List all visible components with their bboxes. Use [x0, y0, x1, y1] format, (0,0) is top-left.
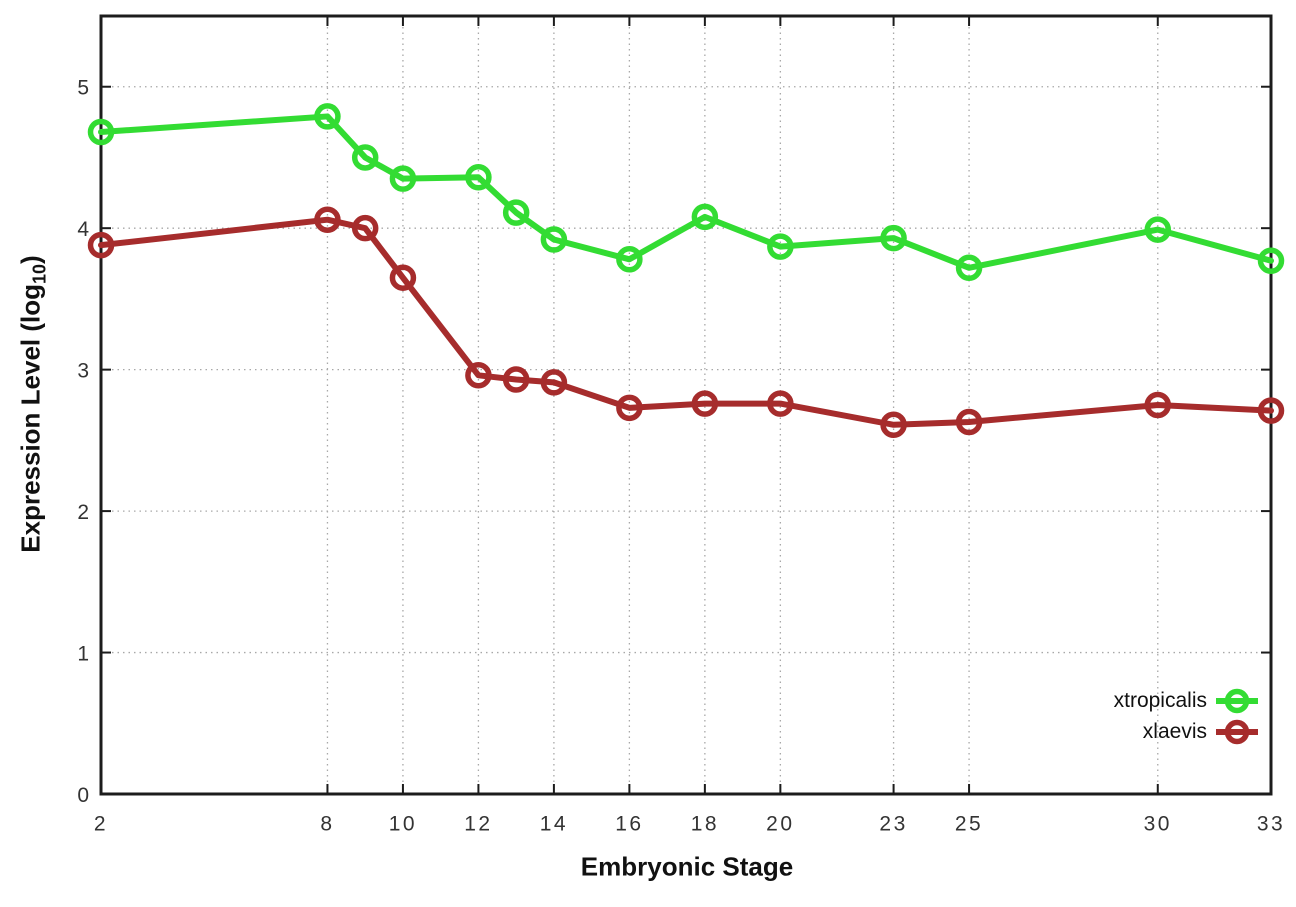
legend: xtropicalis xlaevis — [1114, 685, 1258, 747]
x-tick-label-23: 23 — [879, 812, 907, 835]
data-point-xlaevis-stage-12 — [465, 362, 492, 389]
x-tick-label-33: 33 — [1257, 812, 1285, 835]
data-point-xlaevis-stage-16 — [616, 394, 643, 422]
y-axis-title-subscript: 10 — [29, 263, 50, 284]
series-line-xtropicalis — [98, 113, 1274, 271]
data-point-xlaevis-stage-8 — [314, 206, 341, 233]
legend-label-xlaevis: xlaevis — [1142, 719, 1207, 743]
x-tick-label-18: 18 — [691, 812, 719, 835]
y-tick-label-4: 4 — [77, 218, 89, 241]
data-point-xlaevis-stage-25 — [955, 408, 983, 436]
data-point-xlaevis-stage-33 — [1257, 397, 1285, 424]
data-point-xtropicalis-stage-8 — [314, 103, 341, 130]
y-tick-label-0: 0 — [77, 784, 89, 807]
x-tick-label-10: 10 — [389, 812, 417, 835]
data-point-xtropicalis-stage-2 — [87, 118, 115, 146]
y-tick-label-3: 3 — [77, 360, 89, 383]
y-axis-title-close: ) — [15, 255, 46, 264]
legend-label-xtropicalis: xtropicalis — [1113, 688, 1207, 712]
y-tick-label-5: 5 — [77, 77, 89, 100]
data-point-xtropicalis-stage-25 — [955, 254, 983, 282]
x-tick-label-20: 20 — [766, 812, 794, 835]
x-tick-label-2: 2 — [94, 812, 108, 835]
series-line-xlaevis — [98, 216, 1274, 428]
y-tick-label-2: 2 — [77, 501, 89, 524]
data-point-xtropicalis-stage-16 — [616, 246, 643, 273]
x-tick-label-14: 14 — [540, 812, 568, 835]
data-point-xtropicalis-stage-9 — [351, 144, 379, 171]
plot-border — [99, 14, 1273, 796]
data-point-xlaevis-stage-14 — [540, 369, 568, 396]
data-point-xtropicalis-stage-14 — [540, 226, 568, 253]
data-point-xtropicalis-stage-18 — [691, 203, 719, 231]
data-point-xtropicalis-stage-20 — [767, 233, 794, 260]
data-point-xtropicalis-stage-13 — [502, 199, 530, 226]
y-axis-title-main: Expression Level (log — [15, 283, 46, 553]
data-point-xtropicalis-stage-33 — [1257, 247, 1285, 274]
x-axis-title: Embryonic Stage — [580, 851, 794, 882]
data-point-xtropicalis-stage-10 — [389, 165, 417, 192]
data-point-xlaevis-stage-2 — [87, 231, 115, 259]
data-point-xtropicalis-stage-12 — [465, 164, 492, 191]
x-tick-label-25: 25 — [955, 812, 983, 835]
legend-marker-xtropicalis-icon — [1216, 688, 1258, 713]
data-point-xtropicalis-stage-30 — [1144, 216, 1172, 243]
data-point-xlaevis-stage-13 — [502, 366, 530, 393]
data-point-xlaevis-stage-18 — [691, 390, 719, 417]
x-tick-label-16: 16 — [615, 812, 643, 835]
data-point-xlaevis-stage-30 — [1144, 391, 1172, 419]
data-point-xlaevis-stage-23 — [880, 411, 907, 439]
x-tick-label-8: 8 — [320, 812, 334, 835]
legend-marker-xlaevis-icon — [1216, 719, 1258, 744]
data-point-xtropicalis-stage-23 — [880, 224, 907, 252]
data-point-xlaevis-stage-9 — [351, 214, 379, 242]
legend-item-xtropicalis: xtropicalis — [1114, 685, 1258, 716]
data-point-xlaevis-stage-10 — [389, 264, 417, 291]
data-point-xlaevis-stage-20 — [767, 390, 794, 417]
legend-item-xlaevis: xlaevis — [1114, 716, 1258, 747]
y-axis-title: Expression Level (log10) — [15, 255, 50, 552]
x-tick-label-12: 12 — [464, 812, 492, 835]
x-tick-label-30: 30 — [1144, 812, 1172, 835]
y-tick-label-1: 1 — [77, 643, 89, 666]
